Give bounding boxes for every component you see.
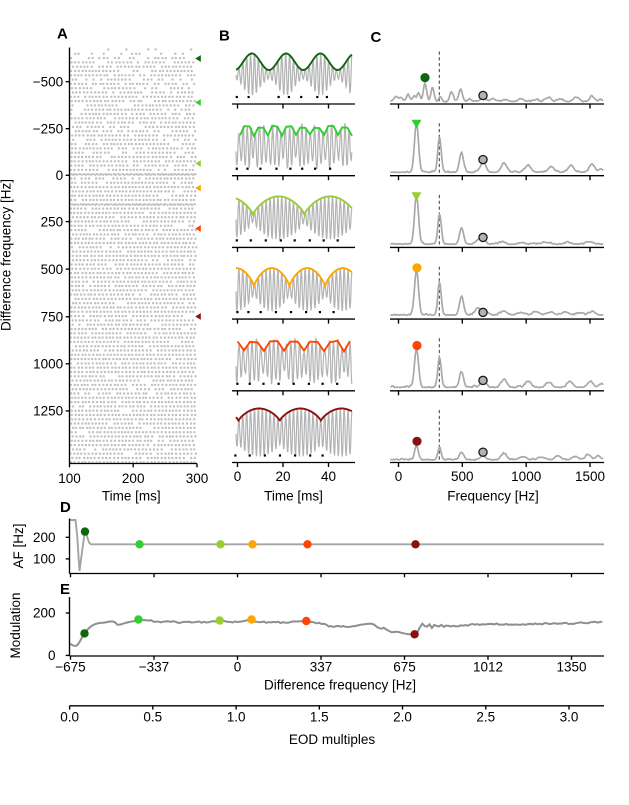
svg-text:Frequency [Hz]: Frequency [Hz] (447, 489, 539, 504)
svg-text:−337: −337 (139, 660, 169, 675)
svg-text:750: 750 (41, 310, 64, 325)
svg-text:EOD multiples: EOD multiples (289, 732, 376, 747)
svg-text:200: 200 (33, 530, 56, 545)
svg-text:−250: −250 (33, 121, 63, 136)
svg-text:−500: −500 (33, 74, 63, 89)
svg-text:A: A (57, 26, 68, 43)
svg-text:0.5: 0.5 (143, 710, 162, 725)
svg-text:500: 500 (41, 262, 64, 277)
svg-text:200: 200 (122, 471, 145, 486)
svg-text:0: 0 (234, 660, 242, 675)
svg-text:1000: 1000 (511, 469, 541, 484)
svg-text:1000: 1000 (33, 357, 63, 372)
svg-text:Difference frequency [Hz]: Difference frequency [Hz] (264, 678, 416, 693)
svg-text:100: 100 (58, 471, 81, 486)
svg-text:20: 20 (275, 469, 290, 484)
svg-text:1.5: 1.5 (310, 710, 329, 725)
svg-text:D: D (60, 499, 71, 516)
svg-text:B: B (219, 28, 230, 45)
svg-text:0: 0 (48, 648, 56, 663)
svg-text:337: 337 (310, 660, 333, 675)
svg-text:0: 0 (56, 168, 64, 183)
svg-text:500: 500 (451, 469, 474, 484)
svg-text:C: C (371, 29, 382, 46)
svg-text:2.0: 2.0 (393, 710, 412, 725)
svg-text:1350: 1350 (556, 660, 586, 675)
svg-text:Time [ms]: Time [ms] (102, 489, 161, 504)
svg-text:−675: −675 (55, 660, 85, 675)
svg-text:0: 0 (395, 469, 403, 484)
svg-text:1012: 1012 (473, 660, 503, 675)
svg-text:250: 250 (41, 214, 64, 229)
svg-text:1.0: 1.0 (227, 710, 246, 725)
svg-text:200: 200 (33, 606, 56, 621)
svg-text:Modulation: Modulation (8, 592, 23, 658)
svg-text:100: 100 (33, 552, 56, 567)
svg-text:Time [ms]: Time [ms] (264, 489, 323, 504)
svg-text:300: 300 (186, 471, 209, 486)
svg-text:675: 675 (393, 660, 416, 675)
svg-text:0.0: 0.0 (60, 710, 79, 725)
svg-text:3.0: 3.0 (560, 710, 579, 725)
svg-text:2.5: 2.5 (476, 710, 495, 725)
svg-text:E: E (60, 581, 70, 598)
svg-text:0: 0 (234, 469, 242, 484)
svg-text:1250: 1250 (33, 404, 63, 419)
svg-text:1500: 1500 (575, 469, 605, 484)
svg-text:Difference frequency [Hz]: Difference frequency [Hz] (0, 179, 14, 331)
svg-text:40: 40 (321, 469, 336, 484)
svg-text:AF [Hz]: AF [Hz] (11, 523, 26, 568)
